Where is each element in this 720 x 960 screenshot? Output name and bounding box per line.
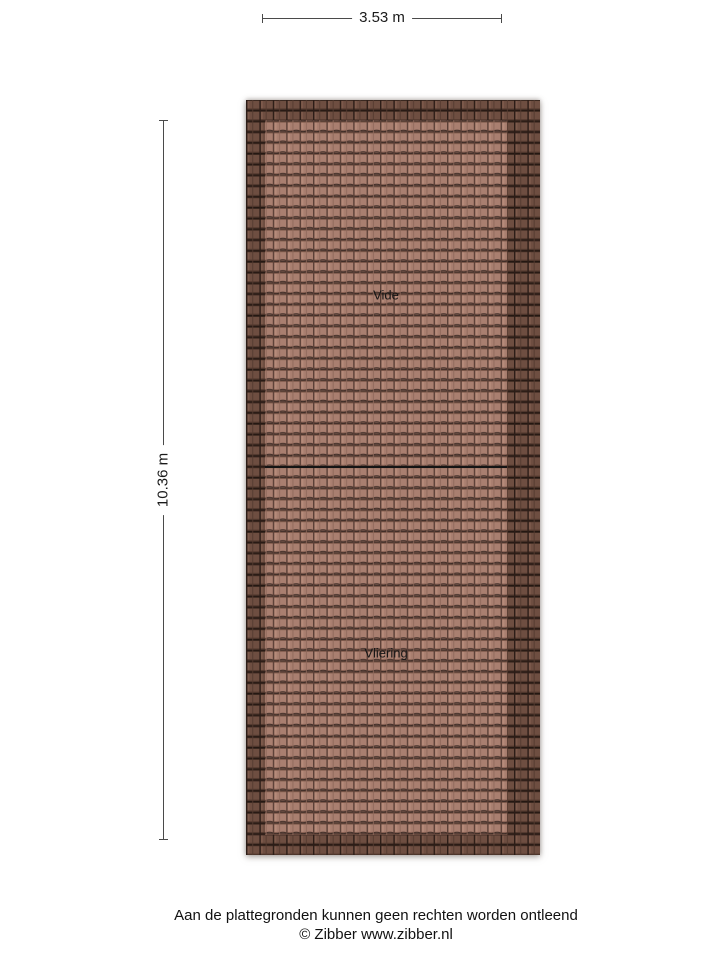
- height-dimension-tick-top: [159, 120, 168, 121]
- width-dimension-label: 3.53 m: [352, 9, 412, 26]
- footer-copyright: © Zibber www.zibber.nl: [299, 926, 453, 943]
- room-label-vide: Vide: [373, 287, 399, 303]
- footer: Aan de plattegronden kunnen geen rechten…: [0, 906, 720, 944]
- room-divider-line: [265, 466, 507, 468]
- footer-disclaimer: Aan de plattegronden kunnen geen rechten…: [174, 907, 578, 924]
- roof-tiles-graphic: [246, 100, 540, 855]
- width-dimension-tick-right: [501, 14, 502, 23]
- roof-plan: Vide Vliering: [246, 100, 540, 855]
- height-dimension-label: 10.36 m: [154, 444, 172, 516]
- width-dimension-tick-left: [262, 14, 263, 23]
- height-dimension-tick-bottom: [159, 839, 168, 840]
- room-label-vliering: Vliering: [364, 645, 408, 661]
